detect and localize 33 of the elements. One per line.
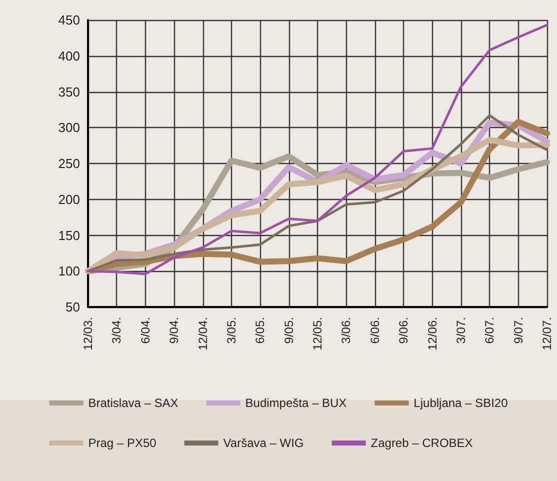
y-tick-label: 200 xyxy=(58,192,80,207)
x-tick-label: 3/06. xyxy=(339,317,354,344)
legend-label: Varšava – WIG xyxy=(223,436,304,450)
legend-label: Zagreb – CROBEX xyxy=(370,436,473,450)
y-tick-label: 250 xyxy=(58,156,80,171)
x-tick-label: 12/06. xyxy=(425,317,440,350)
x-tick-label: 12/07. xyxy=(540,317,554,350)
x-tick-label: 12/05. xyxy=(310,317,324,350)
x-tick-label: 12/04. xyxy=(196,317,210,350)
y-tick-label: 50 xyxy=(66,300,80,314)
legend-label: Budimpešta – BUX xyxy=(245,396,347,410)
y-tick-label: 100 xyxy=(58,264,80,279)
line-series xyxy=(86,24,548,276)
legend-label: Ljubljana – SBI20 xyxy=(414,396,508,410)
y-tick-label: 350 xyxy=(58,84,80,100)
y-tick-label: 150 xyxy=(58,228,80,243)
x-tick-label: 3/05. xyxy=(224,317,238,344)
y-tick-label: 300 xyxy=(58,120,80,136)
x-tick-label: 6/04. xyxy=(138,317,152,344)
x-tick-label: 3/07. xyxy=(454,317,468,344)
x-tick-label: 6/05. xyxy=(253,317,268,344)
x-tick-label: 6/06. xyxy=(368,317,382,344)
legend-label: Bratislava – SAX xyxy=(88,396,178,410)
x-tick-label: 9/05. xyxy=(282,317,296,344)
x-tick-label: 12/03. xyxy=(81,317,95,350)
x-tick-label: 3/04. xyxy=(110,317,124,344)
y-tick-label: 450 xyxy=(58,12,80,28)
y-tick-label: 400 xyxy=(58,48,80,64)
x-tick-label: 9/04. xyxy=(167,317,182,344)
x-tick-label: 9/06. xyxy=(396,317,411,344)
x-tick-label: 6/07. xyxy=(482,317,497,344)
legend-label: Prag – PX50 xyxy=(88,436,157,450)
x-tick-label: 9/07. xyxy=(511,317,526,344)
